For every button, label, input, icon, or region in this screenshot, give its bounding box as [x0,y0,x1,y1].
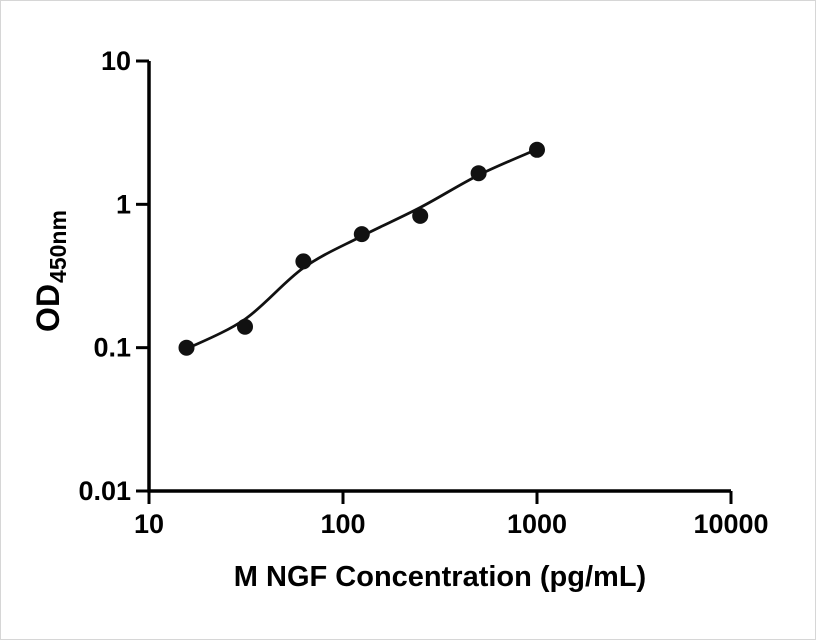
axes-frame [147,61,731,493]
y-tick-label: 0.1 [93,333,131,363]
data-point [237,318,253,335]
x-axis-title: M NGF Concentration (pg/mL) [234,561,646,593]
data-point [412,207,429,224]
data-point [529,141,545,158]
x-tick-label: 10 [134,509,164,539]
x-tick-label: 1000 [507,509,567,539]
y-axis-title-subscript: 450nm [45,210,71,283]
fit-curve [185,147,539,351]
x-tick-label: 100 [320,509,365,539]
y-tick-label: 0.01 [78,476,131,506]
tick-marks [136,59,733,504]
plot-series [178,141,545,356]
data-point [353,226,370,243]
y-axis-title-main: OD [30,284,66,332]
y-tick-label: 1 [116,189,131,219]
data-point [178,339,195,356]
y-tick-label: 10 [101,46,131,76]
y-axis-title: OD450nm [30,210,71,332]
data-point [295,253,312,270]
data-point [470,165,487,182]
tick-labels: 10 100 1000 10000 10 1 0.1 0.01 [78,46,768,539]
x-tick-label: 10000 [693,509,768,539]
